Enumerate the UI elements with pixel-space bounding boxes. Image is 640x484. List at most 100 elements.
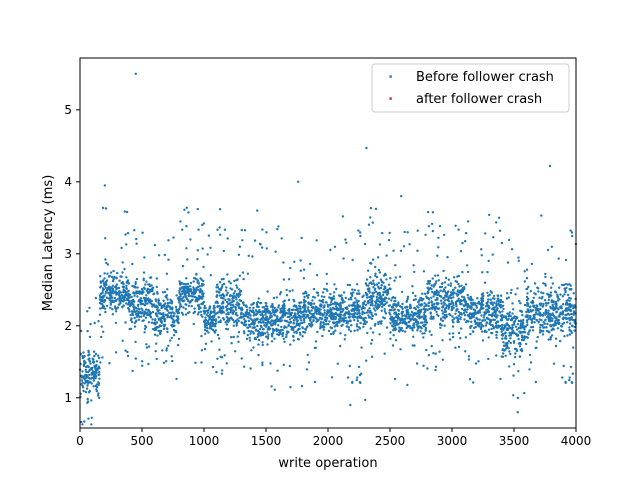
data-point	[229, 306, 233, 309]
data-point	[145, 280, 148, 283]
data-point	[167, 258, 170, 261]
data-point	[499, 298, 503, 302]
data-point	[472, 314, 476, 317]
data-point	[170, 314, 173, 317]
data-point	[192, 288, 195, 291]
data-point	[350, 293, 354, 296]
data-point	[148, 291, 151, 294]
data-point	[397, 308, 400, 312]
data-point	[307, 361, 311, 364]
data-point	[434, 365, 438, 368]
data-point	[411, 329, 414, 332]
data-point	[556, 299, 560, 302]
data-point	[175, 310, 178, 313]
data-point	[426, 308, 429, 311]
data-point	[193, 307, 196, 310]
data-point	[299, 333, 302, 336]
data-point	[390, 318, 393, 321]
data-point	[147, 321, 151, 324]
data-point	[419, 310, 422, 313]
data-point	[345, 325, 348, 328]
data-point	[197, 281, 200, 284]
data-point	[283, 309, 286, 312]
data-point	[319, 321, 323, 324]
data-point	[572, 292, 575, 295]
data-point	[421, 321, 424, 324]
data-point	[474, 302, 477, 305]
data-point	[421, 292, 424, 295]
data-point	[466, 264, 469, 267]
data-point	[385, 278, 388, 281]
data-point	[481, 319, 484, 322]
data-point	[225, 323, 228, 326]
data-point	[106, 263, 110, 266]
data-point	[216, 286, 220, 289]
data-point	[154, 318, 157, 321]
data-point	[527, 285, 530, 289]
y-tick-label: 3	[64, 247, 72, 261]
data-point	[186, 258, 189, 261]
data-point	[265, 307, 268, 311]
data-point	[109, 306, 112, 309]
data-point	[329, 332, 333, 336]
data-point	[452, 296, 455, 299]
data-point	[491, 324, 494, 327]
data-point	[547, 309, 550, 312]
data-point	[352, 312, 355, 316]
data-point	[351, 258, 354, 262]
data-point	[189, 287, 192, 291]
data-point	[229, 311, 232, 314]
data-point	[133, 316, 136, 320]
data-point	[192, 311, 195, 315]
data-point	[342, 317, 346, 320]
data-point	[441, 358, 444, 361]
data-point	[495, 354, 498, 357]
data-point	[121, 261, 124, 264]
data-point	[318, 299, 321, 302]
data-point	[447, 283, 450, 286]
data-point	[258, 309, 261, 312]
data-point	[259, 310, 262, 314]
data-point	[104, 286, 107, 289]
data-point	[85, 370, 88, 374]
data-point	[568, 329, 572, 332]
data-point	[546, 302, 550, 305]
data-point	[473, 320, 477, 323]
data-point	[370, 294, 373, 298]
data-point	[511, 302, 514, 305]
data-point	[266, 335, 270, 338]
data-point	[562, 283, 565, 287]
data-point	[231, 309, 234, 312]
data-point	[443, 290, 447, 293]
data-point	[571, 346, 575, 349]
data-point	[495, 304, 498, 308]
data-point	[389, 322, 392, 325]
data-point	[559, 305, 562, 309]
data-point	[401, 302, 404, 306]
data-point	[561, 311, 565, 314]
data-point	[189, 238, 192, 241]
data-point	[366, 309, 370, 312]
data-point	[488, 306, 491, 310]
data-point	[107, 285, 111, 288]
data-point	[516, 328, 519, 331]
data-point	[393, 279, 396, 282]
data-point	[148, 310, 152, 314]
data-point	[389, 337, 392, 340]
data-point	[127, 308, 131, 311]
data-point	[437, 307, 441, 310]
data-point	[494, 321, 498, 325]
data-point	[530, 321, 534, 324]
data-point	[441, 312, 445, 315]
data-point	[419, 304, 423, 307]
data-point	[450, 305, 453, 308]
data-point	[322, 313, 325, 316]
data-point	[525, 295, 529, 299]
data-point	[254, 337, 258, 341]
data-point	[457, 314, 460, 318]
data-point	[370, 342, 373, 345]
data-point	[266, 337, 270, 340]
data-point	[95, 383, 98, 386]
data-point	[525, 315, 529, 319]
data-point	[482, 316, 485, 319]
